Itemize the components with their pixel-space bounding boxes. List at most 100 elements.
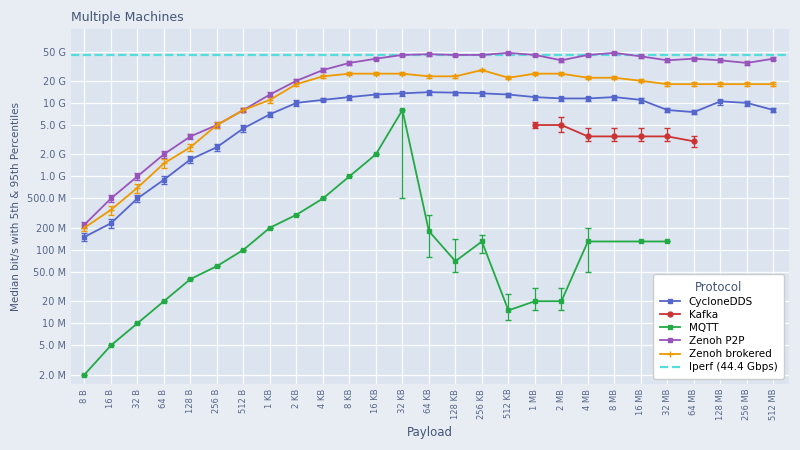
Zenoh P2P [477, 52, 486, 58]
MQTT [238, 247, 248, 252]
Line: MQTT: MQTT [82, 108, 670, 377]
Zenoh brokered [662, 81, 672, 87]
MQTT [371, 152, 381, 157]
MQTT [477, 239, 486, 244]
Zenoh P2P [769, 56, 778, 61]
Iperf (44.4 Gbps) [0, 53, 10, 58]
Zenoh brokered [450, 74, 460, 79]
Zenoh P2P [715, 58, 725, 63]
Zenoh P2P [292, 78, 302, 84]
Zenoh brokered [318, 74, 328, 79]
Kafka [583, 134, 593, 139]
MQTT [450, 259, 460, 264]
MQTT [292, 212, 302, 217]
CycloneDDS [398, 90, 407, 96]
Zenoh brokered [742, 81, 752, 87]
MQTT [106, 343, 116, 348]
Zenoh brokered [557, 71, 566, 76]
Line: Zenoh P2P: Zenoh P2P [82, 50, 776, 227]
Legend: CycloneDDS, Kafka, MQTT, Zenoh P2P, Zenoh brokered, Iperf (44.4 Gbps): CycloneDDS, Kafka, MQTT, Zenoh P2P, Zeno… [654, 274, 784, 378]
CycloneDDS [424, 90, 434, 95]
Zenoh brokered [265, 97, 274, 103]
CycloneDDS [610, 94, 619, 100]
Zenoh P2P [662, 58, 672, 63]
CycloneDDS [503, 92, 513, 97]
Zenoh P2P [398, 52, 407, 58]
Zenoh P2P [503, 50, 513, 55]
Zenoh brokered [186, 144, 195, 150]
Zenoh brokered [106, 207, 116, 212]
Line: CycloneDDS: CycloneDDS [82, 90, 776, 239]
MQTT [133, 320, 142, 326]
CycloneDDS [530, 94, 540, 100]
Zenoh P2P [530, 52, 540, 58]
CycloneDDS [318, 97, 328, 103]
Line: Zenoh brokered: Zenoh brokered [81, 67, 777, 231]
Zenoh brokered [212, 122, 222, 128]
CycloneDDS [133, 196, 142, 201]
Zenoh P2P [133, 174, 142, 179]
Zenoh P2P [106, 196, 116, 201]
Zenoh P2P [450, 52, 460, 58]
CycloneDDS [636, 97, 646, 103]
CycloneDDS [212, 144, 222, 150]
Zenoh brokered [503, 75, 513, 81]
Zenoh P2P [318, 68, 328, 73]
Zenoh brokered [371, 71, 381, 76]
Zenoh P2P [636, 54, 646, 59]
CycloneDDS [769, 108, 778, 113]
Text: Multiple Machines: Multiple Machines [70, 11, 183, 24]
Zenoh P2P [238, 108, 248, 113]
MQTT [212, 263, 222, 269]
Zenoh P2P [265, 92, 274, 97]
Zenoh P2P [80, 222, 90, 227]
Zenoh P2P [345, 60, 354, 66]
MQTT [503, 308, 513, 313]
MQTT [530, 298, 540, 304]
Zenoh brokered [424, 74, 434, 79]
Zenoh brokered [530, 71, 540, 76]
MQTT [265, 225, 274, 230]
CycloneDDS [557, 96, 566, 101]
MQTT [345, 174, 354, 179]
MQTT [398, 108, 407, 113]
Zenoh brokered [769, 81, 778, 87]
Zenoh brokered [398, 71, 407, 76]
Kafka [689, 139, 698, 144]
CycloneDDS [159, 177, 169, 182]
Zenoh P2P [742, 60, 752, 66]
Zenoh brokered [715, 81, 725, 87]
CycloneDDS [80, 234, 90, 239]
CycloneDDS [265, 112, 274, 117]
Zenoh brokered [133, 185, 142, 190]
Zenoh P2P [212, 122, 222, 128]
Zenoh brokered [238, 108, 248, 113]
Zenoh P2P [610, 50, 619, 55]
Zenoh brokered [610, 75, 619, 81]
Zenoh P2P [159, 152, 169, 157]
Zenoh P2P [424, 51, 434, 57]
Zenoh brokered [159, 161, 169, 166]
CycloneDDS [583, 96, 593, 101]
Zenoh brokered [583, 75, 593, 81]
CycloneDDS [689, 109, 698, 115]
Zenoh brokered [80, 225, 90, 230]
Zenoh brokered [292, 81, 302, 87]
Zenoh brokered [689, 81, 698, 87]
CycloneDDS [662, 108, 672, 113]
MQTT [583, 239, 593, 244]
Zenoh P2P [689, 56, 698, 61]
Zenoh P2P [557, 58, 566, 63]
CycloneDDS [715, 99, 725, 104]
Zenoh P2P [371, 56, 381, 61]
Zenoh brokered [345, 71, 354, 76]
CycloneDDS [477, 90, 486, 96]
MQTT [424, 229, 434, 234]
Zenoh P2P [186, 134, 195, 139]
CycloneDDS [371, 92, 381, 97]
Kafka [610, 134, 619, 139]
Kafka [557, 122, 566, 128]
CycloneDDS [106, 220, 116, 226]
MQTT [318, 196, 328, 201]
MQTT [159, 298, 169, 304]
